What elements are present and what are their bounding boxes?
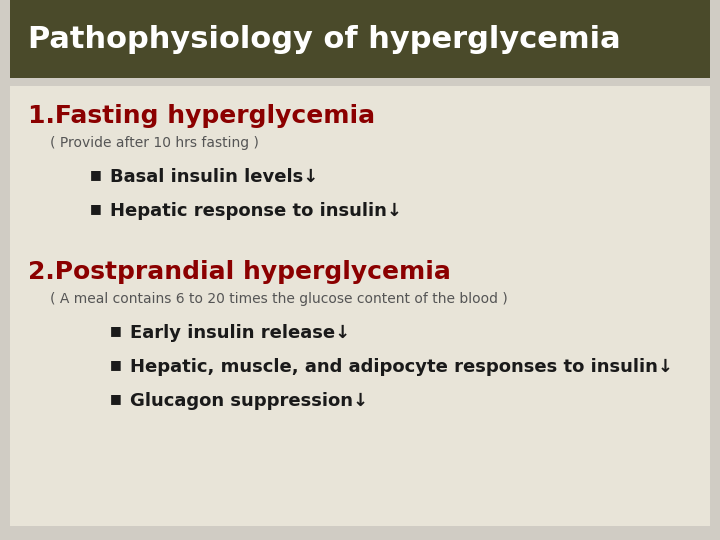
Text: Glucagon suppression↓: Glucagon suppression↓ — [130, 392, 368, 410]
Bar — [10, 86, 710, 526]
Text: Hepatic response to insulin↓: Hepatic response to insulin↓ — [110, 202, 402, 220]
Text: 1.Fasting hyperglycemia: 1.Fasting hyperglycemia — [28, 104, 375, 128]
Text: ■: ■ — [110, 358, 122, 371]
Text: Pathophysiology of hyperglycemia: Pathophysiology of hyperglycemia — [28, 24, 621, 53]
Text: ■: ■ — [110, 392, 122, 405]
Text: ( A meal contains 6 to 20 times the glucose content of the blood ): ( A meal contains 6 to 20 times the gluc… — [50, 292, 508, 306]
Bar — [10, 0, 710, 78]
Text: ■: ■ — [110, 324, 122, 337]
Text: Early insulin release↓: Early insulin release↓ — [130, 324, 350, 342]
Text: ■: ■ — [90, 168, 102, 181]
Text: ( Provide after 10 hrs fasting ): ( Provide after 10 hrs fasting ) — [50, 136, 259, 150]
Text: ■: ■ — [90, 202, 102, 215]
Text: Hepatic, muscle, and adipocyte responses to insulin↓: Hepatic, muscle, and adipocyte responses… — [130, 358, 673, 376]
Text: 2.Postprandial hyperglycemia: 2.Postprandial hyperglycemia — [28, 260, 451, 284]
Text: Basal insulin levels↓: Basal insulin levels↓ — [110, 168, 318, 186]
